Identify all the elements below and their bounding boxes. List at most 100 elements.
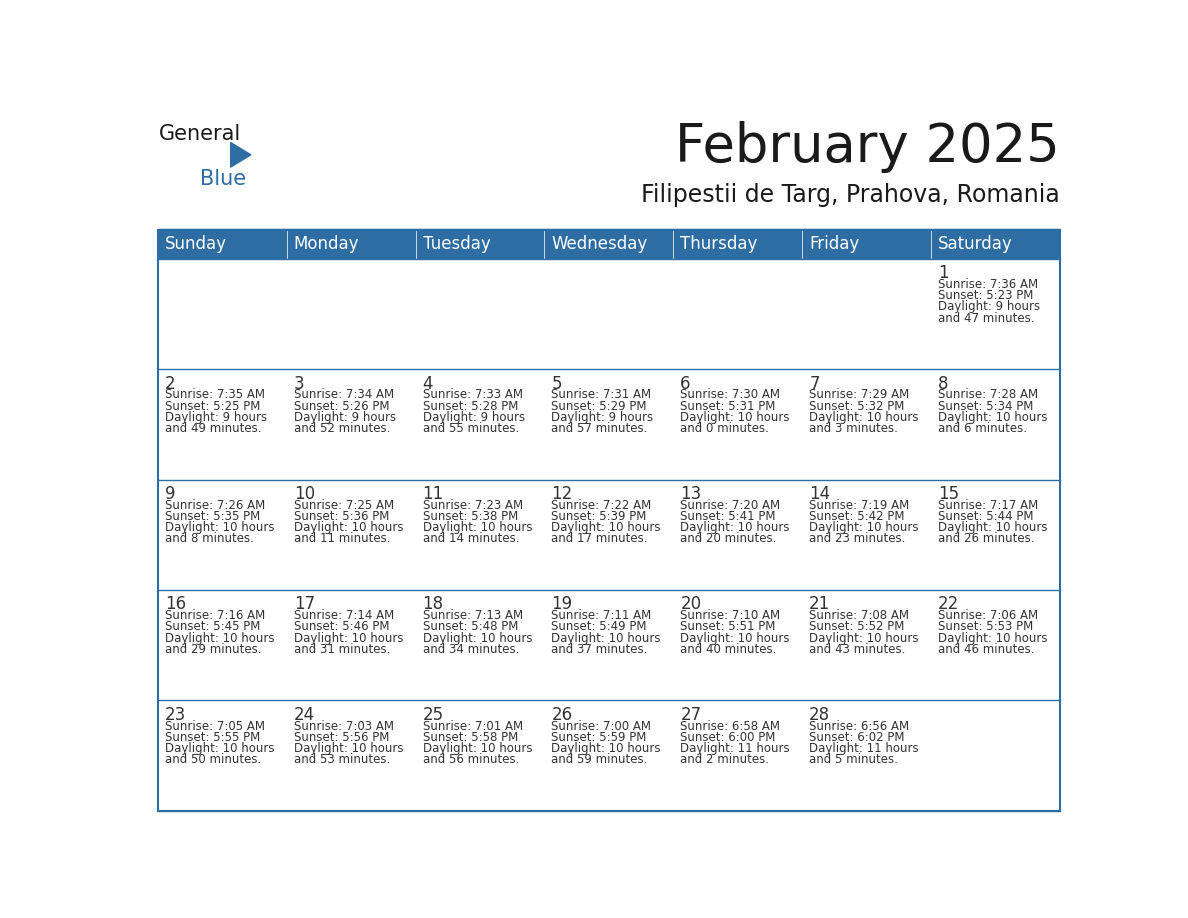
Text: Sunset: 5:48 PM: Sunset: 5:48 PM: [423, 621, 518, 633]
Text: Daylight: 10 hours: Daylight: 10 hours: [423, 521, 532, 534]
Text: February 2025: February 2025: [675, 121, 1060, 173]
Bar: [931, 230, 1060, 259]
Text: 20: 20: [681, 596, 701, 613]
Text: and 6 minutes.: and 6 minutes.: [939, 422, 1026, 435]
Text: and 40 minutes.: and 40 minutes.: [681, 643, 777, 655]
Text: 4: 4: [423, 375, 432, 393]
Text: 23: 23: [165, 706, 187, 723]
Text: 11: 11: [423, 485, 444, 503]
Text: and 20 minutes.: and 20 minutes.: [681, 532, 777, 545]
Text: Sunset: 5:39 PM: Sunset: 5:39 PM: [551, 510, 646, 523]
Text: Daylight: 10 hours: Daylight: 10 hours: [165, 521, 274, 534]
Text: and 49 minutes.: and 49 minutes.: [165, 422, 261, 435]
Text: and 23 minutes.: and 23 minutes.: [809, 532, 905, 545]
Text: Sunset: 5:28 PM: Sunset: 5:28 PM: [423, 399, 518, 412]
Text: Daylight: 10 hours: Daylight: 10 hours: [165, 742, 274, 755]
Bar: [416, 230, 544, 259]
Text: Sunset: 5:29 PM: Sunset: 5:29 PM: [551, 399, 647, 412]
Text: Sunrise: 7:14 AM: Sunrise: 7:14 AM: [293, 610, 394, 622]
Text: Sunrise: 7:31 AM: Sunrise: 7:31 AM: [551, 388, 651, 401]
Text: and 0 minutes.: and 0 minutes.: [681, 422, 769, 435]
Text: Daylight: 9 hours: Daylight: 9 hours: [293, 410, 396, 424]
Text: Daylight: 10 hours: Daylight: 10 hours: [293, 632, 403, 644]
Text: Sunset: 5:23 PM: Sunset: 5:23 PM: [939, 289, 1034, 302]
Text: Daylight: 10 hours: Daylight: 10 hours: [939, 632, 1048, 644]
Text: Daylight: 10 hours: Daylight: 10 hours: [551, 742, 661, 755]
Text: 17: 17: [293, 596, 315, 613]
Text: 13: 13: [681, 485, 701, 503]
Text: 27: 27: [681, 706, 701, 723]
Text: Sunrise: 7:30 AM: Sunrise: 7:30 AM: [681, 388, 781, 401]
Text: and 57 minutes.: and 57 minutes.: [551, 422, 647, 435]
Bar: [802, 230, 931, 259]
Text: Monday: Monday: [293, 235, 359, 253]
Polygon shape: [230, 142, 251, 167]
Text: and 2 minutes.: and 2 minutes.: [681, 753, 770, 767]
Text: Sunset: 5:35 PM: Sunset: 5:35 PM: [165, 510, 260, 523]
Text: Sunset: 5:44 PM: Sunset: 5:44 PM: [939, 510, 1034, 523]
Text: Sunset: 5:32 PM: Sunset: 5:32 PM: [809, 399, 904, 412]
Text: Filipestii de Targ, Prahova, Romania: Filipestii de Targ, Prahova, Romania: [642, 184, 1060, 207]
Text: and 46 minutes.: and 46 minutes.: [939, 643, 1035, 655]
Bar: [158, 479, 1060, 590]
Text: Sunrise: 7:01 AM: Sunrise: 7:01 AM: [423, 720, 523, 733]
Text: Daylight: 10 hours: Daylight: 10 hours: [551, 521, 661, 534]
Text: Daylight: 9 hours: Daylight: 9 hours: [939, 300, 1041, 313]
Text: Daylight: 10 hours: Daylight: 10 hours: [809, 410, 918, 424]
Text: 26: 26: [551, 706, 573, 723]
Text: Blue: Blue: [200, 169, 246, 189]
Text: and 50 minutes.: and 50 minutes.: [165, 753, 261, 767]
Text: Sunrise: 7:00 AM: Sunrise: 7:00 AM: [551, 720, 651, 733]
Text: Sunset: 5:52 PM: Sunset: 5:52 PM: [809, 621, 904, 633]
Text: and 26 minutes.: and 26 minutes.: [939, 532, 1035, 545]
Text: 12: 12: [551, 485, 573, 503]
Text: Sunrise: 7:17 AM: Sunrise: 7:17 AM: [939, 498, 1038, 512]
Text: Daylight: 10 hours: Daylight: 10 hours: [423, 632, 532, 644]
Text: 21: 21: [809, 596, 830, 613]
Text: 10: 10: [293, 485, 315, 503]
Text: Sunrise: 6:56 AM: Sunrise: 6:56 AM: [809, 720, 909, 733]
Text: 3: 3: [293, 375, 304, 393]
Text: and 31 minutes.: and 31 minutes.: [293, 643, 390, 655]
Text: Sunrise: 7:10 AM: Sunrise: 7:10 AM: [681, 610, 781, 622]
Text: and 59 minutes.: and 59 minutes.: [551, 753, 647, 767]
Bar: [158, 230, 286, 259]
Text: Daylight: 10 hours: Daylight: 10 hours: [293, 742, 403, 755]
Text: and 43 minutes.: and 43 minutes.: [809, 643, 905, 655]
Text: and 29 minutes.: and 29 minutes.: [165, 643, 261, 655]
Text: Daylight: 10 hours: Daylight: 10 hours: [551, 632, 661, 644]
Text: Sunset: 5:56 PM: Sunset: 5:56 PM: [293, 731, 388, 744]
Text: Daylight: 10 hours: Daylight: 10 hours: [165, 632, 274, 644]
Text: Sunset: 5:31 PM: Sunset: 5:31 PM: [681, 399, 776, 412]
Text: 2: 2: [165, 375, 176, 393]
Text: Sunrise: 7:16 AM: Sunrise: 7:16 AM: [165, 610, 265, 622]
Text: 22: 22: [939, 596, 959, 613]
Text: Daylight: 9 hours: Daylight: 9 hours: [423, 410, 525, 424]
Text: Sunrise: 7:33 AM: Sunrise: 7:33 AM: [423, 388, 523, 401]
Text: Sunset: 5:26 PM: Sunset: 5:26 PM: [293, 399, 390, 412]
Text: General: General: [158, 124, 241, 144]
Text: and 11 minutes.: and 11 minutes.: [293, 532, 390, 545]
Text: Wednesday: Wednesday: [551, 235, 647, 253]
Text: 5: 5: [551, 375, 562, 393]
Text: Sunrise: 6:58 AM: Sunrise: 6:58 AM: [681, 720, 781, 733]
Text: Sunrise: 7:03 AM: Sunrise: 7:03 AM: [293, 720, 393, 733]
Bar: [158, 590, 1060, 700]
Text: Sunset: 5:46 PM: Sunset: 5:46 PM: [293, 621, 390, 633]
Text: 9: 9: [165, 485, 176, 503]
Text: and 53 minutes.: and 53 minutes.: [293, 753, 390, 767]
Text: Sunrise: 7:34 AM: Sunrise: 7:34 AM: [293, 388, 393, 401]
Text: 8: 8: [939, 375, 948, 393]
Text: Sunrise: 7:25 AM: Sunrise: 7:25 AM: [293, 498, 393, 512]
Text: Daylight: 9 hours: Daylight: 9 hours: [551, 410, 653, 424]
Text: Sunset: 6:02 PM: Sunset: 6:02 PM: [809, 731, 904, 744]
Text: Daylight: 9 hours: Daylight: 9 hours: [165, 410, 267, 424]
Text: Sunset: 5:34 PM: Sunset: 5:34 PM: [939, 399, 1034, 412]
Text: Sunset: 5:42 PM: Sunset: 5:42 PM: [809, 510, 904, 523]
Text: Daylight: 11 hours: Daylight: 11 hours: [681, 742, 790, 755]
Text: 19: 19: [551, 596, 573, 613]
Text: Tuesday: Tuesday: [423, 235, 491, 253]
Bar: [158, 230, 1060, 811]
Bar: [158, 700, 1060, 811]
Text: Sunrise: 7:19 AM: Sunrise: 7:19 AM: [809, 498, 909, 512]
